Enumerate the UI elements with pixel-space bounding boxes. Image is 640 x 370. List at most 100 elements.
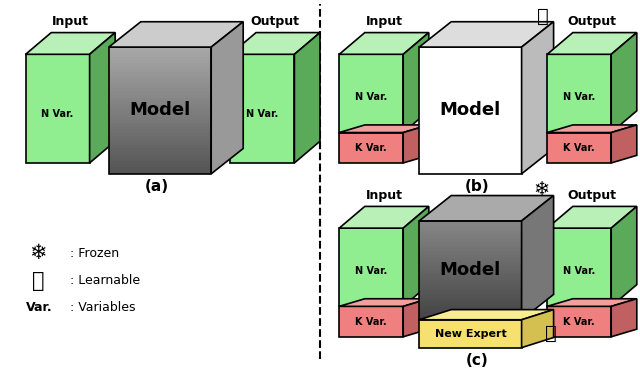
Polygon shape <box>547 306 611 337</box>
Polygon shape <box>419 240 522 243</box>
Text: Output: Output <box>251 15 300 28</box>
Text: 🔥: 🔥 <box>536 7 548 26</box>
Polygon shape <box>109 50 211 53</box>
Text: ❄️: ❄️ <box>534 180 550 199</box>
Polygon shape <box>419 273 522 275</box>
Text: Output: Output <box>568 189 616 202</box>
Text: ❄️: ❄️ <box>29 243 47 263</box>
Polygon shape <box>611 299 637 337</box>
Polygon shape <box>419 290 522 293</box>
Polygon shape <box>109 117 211 120</box>
Polygon shape <box>419 260 522 263</box>
Text: : Variables: : Variables <box>70 301 136 314</box>
Polygon shape <box>109 73 211 75</box>
Polygon shape <box>230 54 294 163</box>
Polygon shape <box>109 82 211 85</box>
Polygon shape <box>611 206 637 306</box>
Polygon shape <box>419 270 522 273</box>
Polygon shape <box>109 120 211 123</box>
Text: K Var.: K Var. <box>355 317 387 327</box>
Text: N Var.: N Var. <box>42 109 74 119</box>
Polygon shape <box>419 317 522 320</box>
Polygon shape <box>419 287 522 290</box>
Polygon shape <box>109 79 211 82</box>
Polygon shape <box>109 104 211 107</box>
Polygon shape <box>109 57 211 60</box>
Polygon shape <box>547 54 611 132</box>
Text: (a): (a) <box>145 179 169 194</box>
Polygon shape <box>109 85 211 88</box>
Polygon shape <box>419 302 522 305</box>
Text: Output: Output <box>568 15 616 28</box>
Polygon shape <box>109 155 211 158</box>
Polygon shape <box>339 125 429 132</box>
Polygon shape <box>419 248 522 250</box>
Polygon shape <box>419 295 522 297</box>
Polygon shape <box>339 299 429 306</box>
Polygon shape <box>419 221 522 223</box>
Polygon shape <box>419 223 522 226</box>
Text: K Var.: K Var. <box>355 143 387 153</box>
Text: Input: Input <box>52 15 89 28</box>
Polygon shape <box>109 91 211 95</box>
Polygon shape <box>339 54 403 132</box>
Polygon shape <box>211 22 243 174</box>
Polygon shape <box>403 206 429 306</box>
Polygon shape <box>419 297 522 300</box>
Polygon shape <box>109 136 211 139</box>
Polygon shape <box>109 139 211 142</box>
Polygon shape <box>339 306 403 337</box>
Polygon shape <box>419 300 522 302</box>
Text: N Var.: N Var. <box>246 109 278 119</box>
Polygon shape <box>419 246 522 248</box>
Text: N Var.: N Var. <box>563 92 595 102</box>
Polygon shape <box>109 171 211 174</box>
Text: (b): (b) <box>465 179 489 194</box>
Text: N Var.: N Var. <box>355 92 387 102</box>
Polygon shape <box>547 228 611 306</box>
Polygon shape <box>294 33 320 163</box>
Polygon shape <box>419 265 522 268</box>
Polygon shape <box>109 158 211 161</box>
Polygon shape <box>611 125 637 163</box>
Polygon shape <box>419 258 522 260</box>
Polygon shape <box>419 47 522 174</box>
Polygon shape <box>109 75 211 79</box>
Polygon shape <box>522 22 554 174</box>
Text: N Var.: N Var. <box>355 266 387 276</box>
Polygon shape <box>109 161 211 164</box>
Polygon shape <box>26 33 115 54</box>
Polygon shape <box>419 250 522 253</box>
Polygon shape <box>109 145 211 148</box>
Polygon shape <box>419 196 554 221</box>
Polygon shape <box>109 148 211 152</box>
Polygon shape <box>419 307 522 310</box>
Polygon shape <box>109 95 211 98</box>
Text: Var.: Var. <box>26 301 52 314</box>
Polygon shape <box>109 123 211 126</box>
Polygon shape <box>109 114 211 117</box>
Polygon shape <box>419 228 522 231</box>
Polygon shape <box>547 132 611 163</box>
Polygon shape <box>419 263 522 265</box>
Polygon shape <box>419 226 522 228</box>
Polygon shape <box>403 125 429 163</box>
Text: N Var.: N Var. <box>563 266 595 276</box>
Text: Model: Model <box>440 261 501 279</box>
Polygon shape <box>109 101 211 104</box>
Polygon shape <box>419 293 522 295</box>
Polygon shape <box>611 33 637 132</box>
Polygon shape <box>419 236 522 238</box>
Polygon shape <box>339 132 403 163</box>
Polygon shape <box>109 111 211 114</box>
Polygon shape <box>419 283 522 285</box>
Polygon shape <box>109 22 243 47</box>
Text: (c): (c) <box>465 353 488 368</box>
Polygon shape <box>547 206 637 228</box>
Text: : Frozen: : Frozen <box>70 247 120 260</box>
Polygon shape <box>419 305 522 307</box>
Polygon shape <box>419 243 522 246</box>
Polygon shape <box>109 98 211 101</box>
Text: 🔥: 🔥 <box>545 324 556 343</box>
Polygon shape <box>339 228 403 306</box>
